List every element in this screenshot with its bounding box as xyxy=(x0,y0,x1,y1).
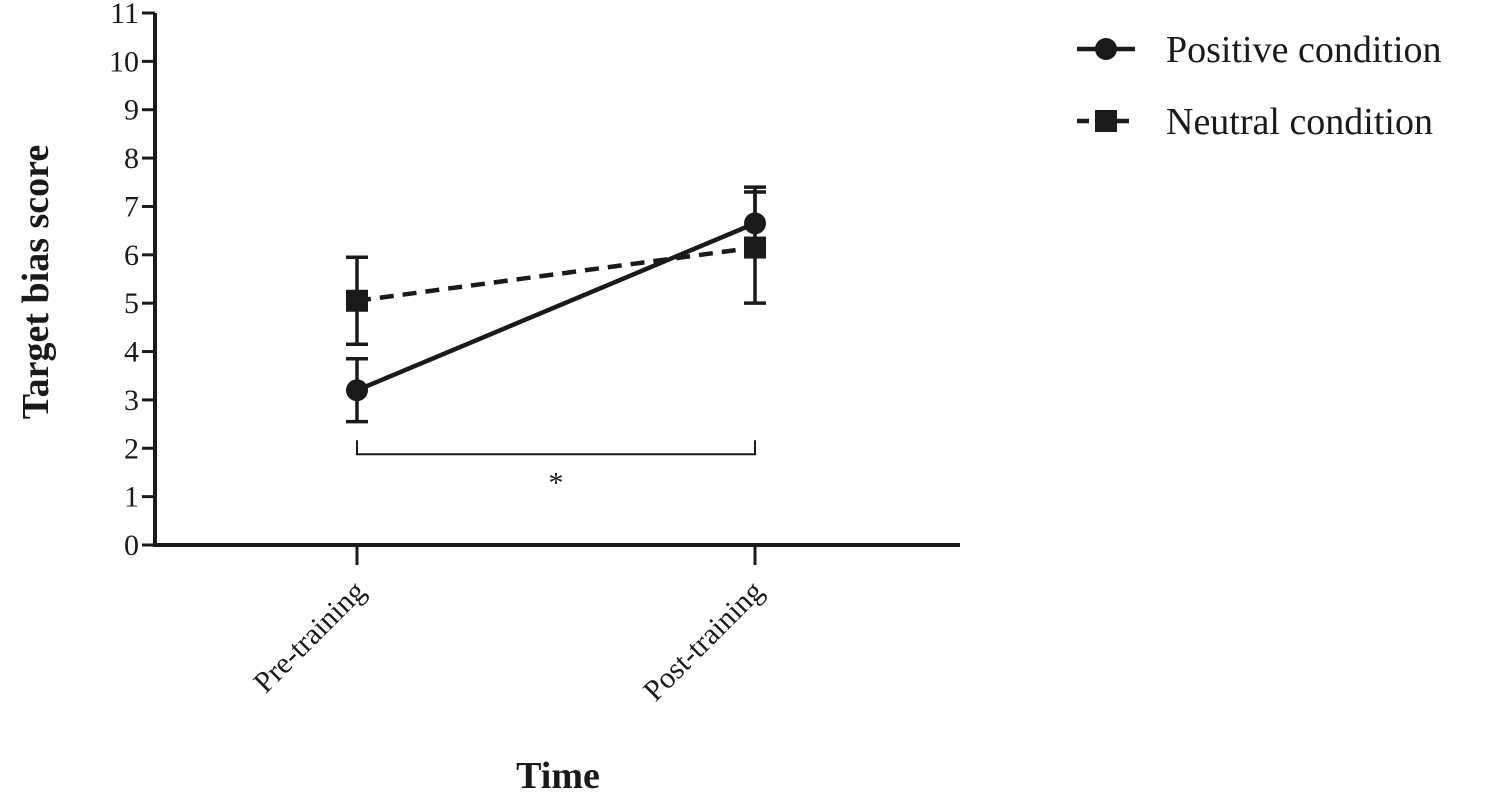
legend-label: Positive condition xyxy=(1166,29,1442,71)
y-tick-label: 10 xyxy=(109,45,139,78)
data-point-circle xyxy=(346,379,368,402)
y-tick-label: 6 xyxy=(124,239,139,272)
x-category-label: Pre-training xyxy=(247,575,372,700)
legend-item: Neutral condition xyxy=(1077,101,1433,143)
series-line xyxy=(356,221,756,393)
y-tick-label: 7 xyxy=(124,190,139,223)
data-point-square xyxy=(346,289,368,312)
y-tick-label: 11 xyxy=(110,0,139,30)
legend-marker-circle xyxy=(1095,38,1117,60)
significance-annotation: * xyxy=(356,440,756,499)
significance-bracket xyxy=(356,440,756,456)
data-point-circle xyxy=(744,212,766,235)
y-tick-label: 4 xyxy=(124,336,139,369)
x-axis-title: Time xyxy=(516,755,600,797)
series-positive-condition xyxy=(346,190,766,424)
y-axis: 0 1 2 3 4 5 6 7 8 9 10 11 xyxy=(109,0,157,562)
legend-label: Neutral condition xyxy=(1166,101,1433,143)
series-layer xyxy=(346,185,766,424)
series-line xyxy=(356,245,756,303)
significance-star: * xyxy=(549,466,564,499)
legend-item: Positive condition xyxy=(1077,29,1442,71)
y-tick-label: 0 xyxy=(124,529,139,562)
x-category-label: Post-training xyxy=(637,575,770,708)
series-neutral-condition xyxy=(346,185,766,347)
y-tick-label: 9 xyxy=(124,94,139,127)
legend: Positive condition Neutral condition xyxy=(1077,29,1442,143)
y-tick-label: 3 xyxy=(124,384,139,417)
x-axis: Pre-training Post-training xyxy=(153,543,960,708)
y-axis-title: Target bias score xyxy=(15,145,57,419)
y-tick-label: 8 xyxy=(124,142,139,175)
y-tick-label: 1 xyxy=(124,481,139,514)
legend-marker-square xyxy=(1095,110,1117,132)
y-tick-label: 2 xyxy=(124,432,139,465)
y-tick-label: 5 xyxy=(124,287,139,320)
